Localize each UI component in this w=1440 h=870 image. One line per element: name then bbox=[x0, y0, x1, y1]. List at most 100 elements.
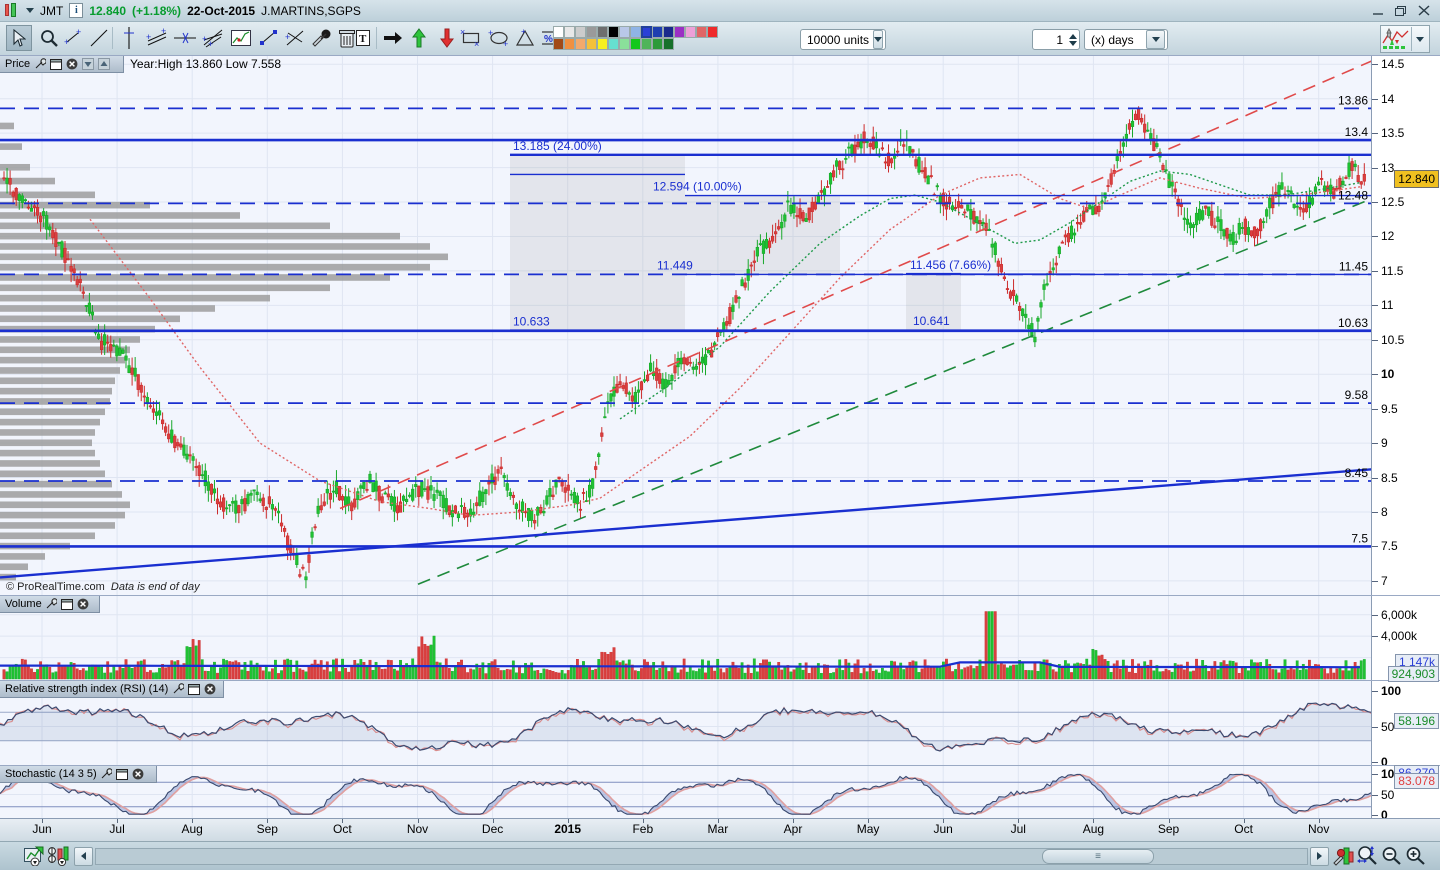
color-swatch[interactable] bbox=[663, 38, 674, 50]
color-swatch[interactable] bbox=[597, 26, 608, 38]
color-palette[interactable] bbox=[553, 26, 718, 50]
color-swatch[interactable] bbox=[630, 38, 641, 50]
window-icon[interactable] bbox=[61, 598, 74, 611]
price-axis[interactable]: 14.5 14 13.5 13 12.5 12 11.5 11 10.5 10 9.5 9 8.5 8 7.… bbox=[1371, 56, 1440, 595]
color-swatch[interactable] bbox=[575, 38, 586, 50]
info-icon[interactable]: i bbox=[69, 3, 84, 18]
arrow-up-tool[interactable] bbox=[406, 25, 432, 51]
axis-label: 7.5 bbox=[1381, 539, 1398, 554]
color-swatch[interactable] bbox=[652, 38, 663, 50]
short-trendline-tool[interactable]: + + bbox=[60, 25, 86, 51]
interval-unit-dropdown[interactable]: (x) days bbox=[1084, 29, 1168, 50]
color-swatch[interactable] bbox=[641, 26, 652, 38]
interval-value-stepper[interactable]: 1 bbox=[1032, 29, 1080, 50]
rsi-plot-area[interactable] bbox=[0, 681, 1372, 765]
chart-type-button[interactable] bbox=[1380, 25, 1430, 53]
color-swatch[interactable] bbox=[674, 26, 685, 38]
regression-channel-tool[interactable] bbox=[228, 25, 254, 51]
pointer-tool[interactable] bbox=[6, 25, 32, 51]
wrench-icon[interactable] bbox=[33, 58, 46, 71]
arrow-down-tool[interactable] bbox=[434, 25, 460, 51]
scrollbar-thumb[interactable]: ≡ bbox=[1042, 848, 1154, 864]
date-axis[interactable]: Jun Jul Aug Sep Oct Nov Dec 2015 Feb Mar Apr May Jun… bbox=[0, 818, 1440, 841]
horizontal-scrollbar[interactable]: ≡ bbox=[95, 847, 1308, 865]
tools-settings-icon[interactable] bbox=[308, 25, 334, 51]
color-swatch[interactable] bbox=[586, 38, 597, 50]
axis-label: 0 bbox=[1381, 808, 1388, 822]
minimize-icon[interactable] bbox=[1372, 6, 1384, 16]
trash-icon[interactable] bbox=[334, 25, 360, 51]
window-icon[interactable] bbox=[187, 683, 200, 696]
color-swatch[interactable] bbox=[553, 26, 564, 38]
parallel-channel-tool[interactable]: + + bbox=[144, 25, 170, 51]
volume-panel-header[interactable]: Volume bbox=[0, 596, 100, 613]
color-swatch[interactable] bbox=[652, 26, 663, 38]
indicator-settings-icon[interactable] bbox=[46, 844, 70, 868]
chevron-down-icon[interactable] bbox=[873, 30, 884, 49]
color-swatch[interactable] bbox=[619, 26, 630, 38]
window-icon[interactable] bbox=[49, 58, 62, 71]
stochastic-plot-area[interactable] bbox=[0, 766, 1372, 818]
color-swatch[interactable] bbox=[663, 26, 674, 38]
scroll-left-icon[interactable] bbox=[74, 846, 93, 866]
volume-plot-area[interactable] bbox=[0, 596, 1372, 680]
rectangle-tool[interactable]: × × bbox=[458, 25, 484, 51]
scroll-right-icon[interactable] bbox=[1310, 846, 1329, 866]
rsi-panel-header[interactable]: Relative strength index (RSI) (14) bbox=[0, 681, 224, 698]
date-label: Oct bbox=[1234, 822, 1253, 836]
price-plot-area[interactable]: 13.185 (24.00%) 12.594 (10.00%) 11.449 10.6… bbox=[0, 56, 1372, 595]
move-up-icon[interactable] bbox=[97, 58, 110, 71]
color-swatch[interactable] bbox=[564, 38, 575, 50]
color-swatch[interactable] bbox=[641, 38, 652, 50]
price-panel-header[interactable]: Price bbox=[0, 56, 124, 73]
color-swatch[interactable] bbox=[553, 38, 564, 50]
scatter-points-tool[interactable] bbox=[256, 25, 282, 51]
color-swatch[interactable] bbox=[608, 38, 619, 50]
trendline-tool[interactable] bbox=[86, 25, 112, 51]
move-down-icon[interactable] bbox=[81, 58, 94, 71]
close-icon[interactable] bbox=[1418, 5, 1430, 16]
color-swatch[interactable] bbox=[586, 26, 597, 38]
fan-lines-tool[interactable]: + + bbox=[200, 25, 226, 51]
close-circle-icon[interactable] bbox=[203, 683, 216, 696]
vertical-line-tool[interactable] bbox=[116, 25, 142, 51]
horizontal-line-tool[interactable] bbox=[172, 25, 198, 51]
color-swatch[interactable] bbox=[597, 38, 608, 50]
color-swatch[interactable] bbox=[564, 26, 575, 38]
units-dropdown[interactable]: 10000 units bbox=[800, 29, 886, 50]
chevron-down-icon[interactable] bbox=[1411, 27, 1427, 51]
wrench-icon[interactable] bbox=[171, 683, 184, 696]
color-swatch[interactable] bbox=[575, 26, 586, 38]
cross-lines-tool[interactable]: + bbox=[282, 25, 308, 51]
close-circle-icon[interactable] bbox=[132, 768, 145, 781]
wrench-icon[interactable] bbox=[45, 598, 58, 611]
close-circle-icon[interactable] bbox=[77, 598, 90, 611]
zoom-fit-icon[interactable] bbox=[1356, 844, 1380, 868]
text-tool[interactable]: T bbox=[350, 25, 376, 51]
color-swatch[interactable] bbox=[696, 26, 707, 38]
restore-icon[interactable] bbox=[1395, 5, 1407, 16]
wrench-icon[interactable] bbox=[100, 768, 113, 781]
date-tick bbox=[642, 819, 644, 823]
color-swatch[interactable] bbox=[707, 26, 718, 38]
chevron-down-icon[interactable] bbox=[1146, 30, 1165, 49]
zoom-tool[interactable] bbox=[36, 25, 62, 51]
ellipse-tool[interactable]: + + bbox=[486, 25, 512, 51]
window-icon[interactable] bbox=[116, 768, 129, 781]
color-swatch[interactable] bbox=[608, 26, 619, 38]
triangle-tool[interactable]: + bbox=[512, 25, 538, 51]
close-circle-icon[interactable] bbox=[65, 58, 78, 71]
export-chart-icon[interactable] bbox=[22, 844, 46, 868]
arrow-right-tool[interactable] bbox=[380, 25, 406, 51]
stepper-arrows-icon[interactable] bbox=[1066, 30, 1079, 49]
color-swatch[interactable] bbox=[630, 26, 641, 38]
color-swatch[interactable] bbox=[685, 26, 696, 38]
chart-settings-icon[interactable] bbox=[1332, 844, 1356, 868]
stochastic-panel-header[interactable]: Stochastic (14 3 5) bbox=[0, 766, 157, 783]
symbol-dropdown-icon[interactable] bbox=[26, 8, 34, 13]
zoom-out-icon[interactable] bbox=[1380, 844, 1404, 868]
color-swatch[interactable] bbox=[619, 38, 630, 50]
svg-text:+: + bbox=[503, 39, 508, 47]
zoom-in-icon[interactable] bbox=[1404, 844, 1428, 868]
